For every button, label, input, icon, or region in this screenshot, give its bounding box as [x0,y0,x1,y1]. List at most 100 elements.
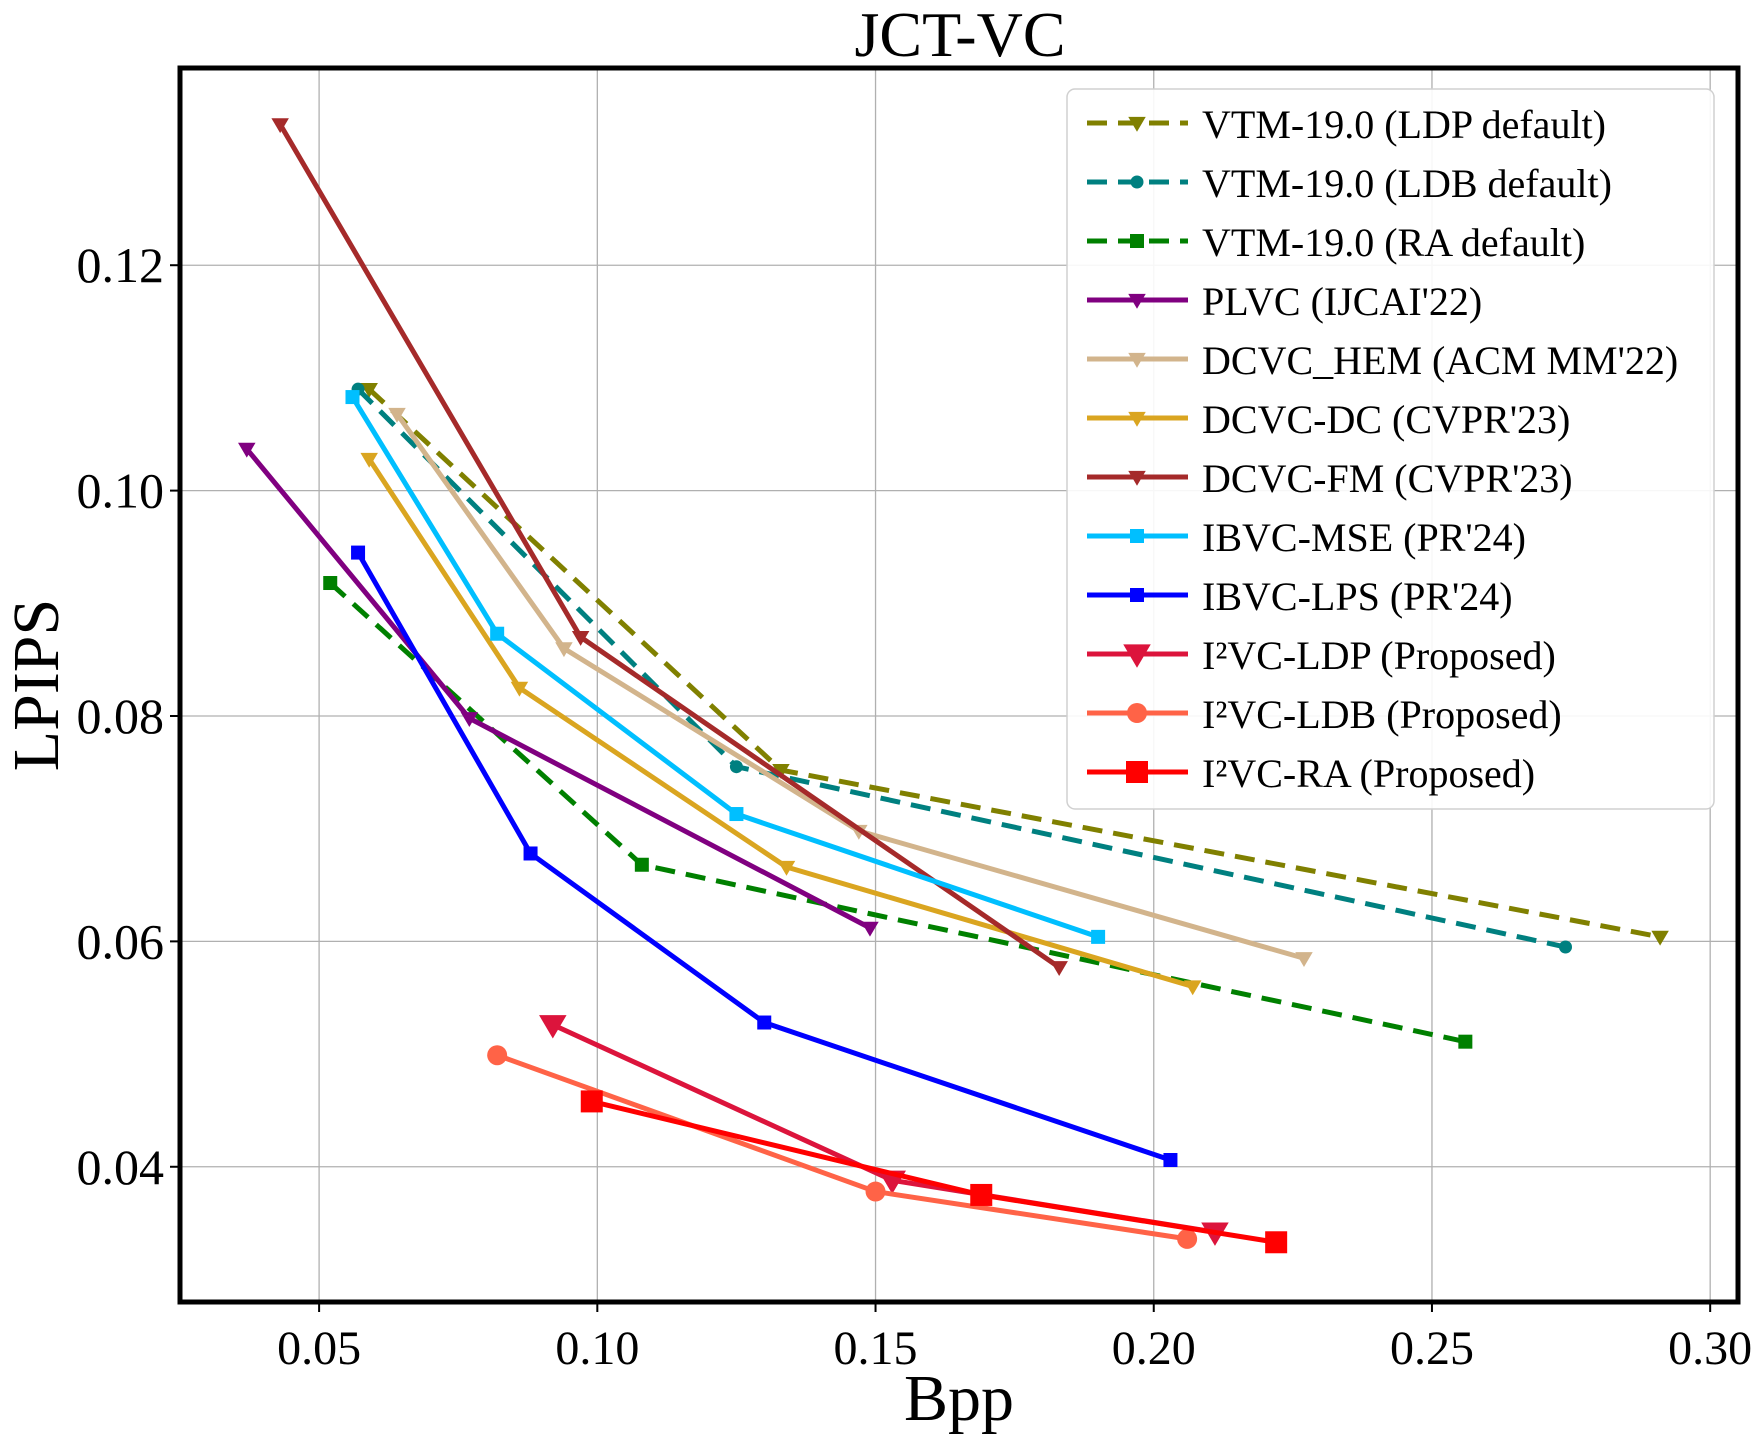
series-3 [238,442,879,937]
legend-label: I²VC-LDB (Proposed) [1202,692,1562,737]
x-tick-label: 0.20 [1112,1322,1196,1375]
data-point-marker [238,442,256,458]
series-line [355,551,1172,1163]
legend-item: VTM-19.0 (RA default) [1087,220,1585,265]
data-point-marker [510,681,529,697]
data-point-marker [1651,930,1669,946]
data-point-marker [634,857,649,872]
legend-label: IBVC-LPS (PR'24) [1202,574,1513,619]
legend: VTM-19.0 (LDP default) VTM-19.0 (LDB defa… [1066,88,1715,810]
data-point-marker [539,1015,567,1039]
legend-marker [1123,644,1151,668]
legend-label: I²VC-LDP (Proposed) [1202,633,1556,678]
chart-title: JCT-VC [854,0,1065,70]
data-point-marker [777,860,796,876]
data-point-marker [970,1183,993,1206]
x-tick-label: 0.10 [555,1322,639,1375]
y-tick-label: 0.04 [77,1139,165,1195]
data-point-marker [1163,1153,1178,1168]
series-line [591,1098,1277,1245]
legend-label: IBVC-MSE (PR'24) [1202,515,1526,560]
y-tick-label: 0.06 [77,913,165,969]
series-line [551,1022,1216,1235]
legend-marker [1128,116,1146,132]
tick-layer: 0.05 0.10 0.15 0.20 0.25 0.30 0.04 0.06 0.08 0.10… [77,237,1753,1375]
legend-item: DCVC-DC (CVPR'23) [1087,397,1570,442]
series-10 [487,1045,1198,1249]
data-point-marker [360,383,378,398]
data-point-marker [1458,1034,1473,1049]
y-tick-label: 0.10 [77,463,165,519]
data-point-marker [1559,940,1573,954]
legend-marker [1126,761,1148,783]
plot-frame [177,65,1741,1305]
data-point-marker [580,1090,603,1113]
series-8 [351,545,1178,1168]
data-point-marker [1265,1231,1288,1254]
y-tick-label: 0.08 [77,688,165,744]
data-point-marker [729,807,744,822]
legend-item: IBVC-LPS (PR'24) [1087,574,1513,619]
legend-marker [1127,703,1147,723]
data-point-marker [490,626,505,641]
legend-marker [1128,470,1146,486]
legend-marker [1128,352,1146,368]
data-point-marker [865,1181,886,1202]
legend-marker [1128,411,1146,427]
legend-item: DCVC-FM (CVPR'23) [1087,456,1573,501]
data-point-marker [729,760,743,774]
data-point-marker [1050,961,1068,977]
y-tick-label: 0.12 [77,237,165,293]
legend-item: VTM-19.0 (LDB default) [1087,161,1612,206]
legend-label: DCVC-DC (CVPR'23) [1202,397,1570,442]
legend-item: I²VC-LDP (Proposed) [1087,633,1556,678]
data-point-marker [345,390,360,405]
series-5 [360,452,1202,996]
data-point-marker [523,846,538,861]
data-point-marker [1177,1228,1198,1249]
legend-label: VTM-19.0 (RA default) [1202,220,1585,265]
data-point-marker [351,545,366,560]
data-point-marker [388,407,406,423]
legend-marker [1130,234,1144,248]
legend-label: I²VC-RA (Proposed) [1202,751,1535,796]
data-point-marker [555,642,573,658]
series-layer [238,118,1669,1254]
y-axis-label: LPIPS [0,599,73,771]
legend-marker [1128,293,1146,309]
data-point-marker [1183,980,1202,996]
series-4 [388,407,1313,968]
legend-label: VTM-19.0 (LDP default) [1202,102,1606,147]
x-tick-label: 0.05 [277,1322,361,1375]
x-axis-label: Bpp [904,1362,1014,1434]
legend-marker [1130,529,1144,543]
series-6 [271,118,1068,977]
legend-item: I²VC-RA (Proposed) [1087,751,1535,796]
series-line [367,457,1194,989]
data-point-marker [487,1045,508,1066]
legend-label: VTM-19.0 (LDB default) [1202,161,1612,206]
legend-item: PLVC (IJCAI'22) [1087,279,1482,324]
data-point-marker [460,712,479,727]
data-point-marker [1295,952,1313,968]
legend-box [1066,88,1715,810]
legend-label: DCVC_HEM (ACM MM'22) [1202,338,1678,383]
series-line [244,447,872,931]
data-point-marker [323,576,338,591]
legend-marker [1130,588,1144,602]
legend-item: VTM-19.0 (LDP default) [1087,102,1606,147]
x-tick-label: 0.25 [1390,1322,1474,1375]
series-line [350,395,1099,940]
legend-marker [1130,175,1144,189]
series-11 [580,1090,1288,1254]
x-tick-label: 0.15 [834,1322,918,1375]
series-line [394,412,1305,961]
series-9 [539,1015,1229,1246]
series-7 [345,390,1106,944]
data-point-marker [861,921,879,937]
legend-label: DCVC-FM (CVPR'23) [1202,456,1573,501]
x-tick-label: 0.30 [1668,1322,1752,1375]
data-point-marker [360,452,378,468]
legend-item: I²VC-LDB (Proposed) [1087,692,1562,737]
